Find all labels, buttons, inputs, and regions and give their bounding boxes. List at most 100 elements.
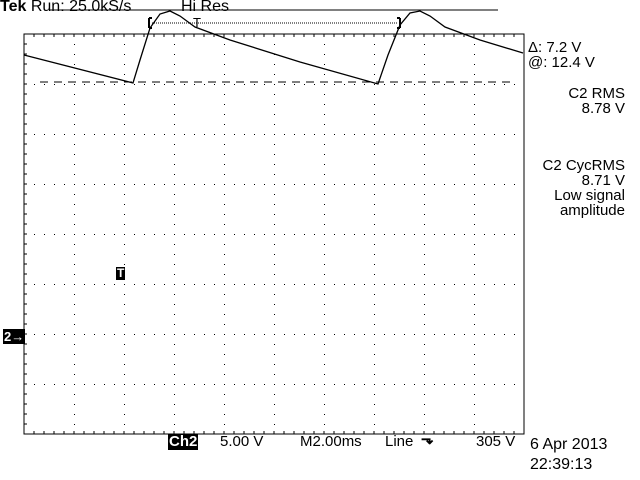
grid-dot xyxy=(224,334,225,335)
grid-dot xyxy=(424,424,425,425)
grid-dot xyxy=(74,344,75,345)
grid-dot xyxy=(144,84,145,85)
grid-dot xyxy=(44,234,45,235)
grid-dot xyxy=(224,414,225,415)
grid-dot xyxy=(274,164,275,165)
grid-dot xyxy=(254,84,255,85)
grid-dot xyxy=(104,234,105,235)
grid-dot xyxy=(274,84,275,85)
grid-dot xyxy=(244,184,245,185)
grid-dot xyxy=(54,234,55,235)
grid-dot xyxy=(354,184,355,185)
grid-dot xyxy=(494,284,495,285)
grid-dot xyxy=(374,244,375,245)
grid-dot xyxy=(474,104,475,105)
grid-dot xyxy=(184,184,185,185)
grid-dot xyxy=(124,264,125,265)
grid-dot xyxy=(184,84,185,85)
grid-dot xyxy=(384,384,385,385)
grid-dot xyxy=(424,314,425,315)
grid-dot xyxy=(274,254,275,255)
grid-dot xyxy=(74,394,75,395)
grid-dot xyxy=(224,134,225,135)
grid-dot xyxy=(384,284,385,285)
grid-dot xyxy=(394,284,395,285)
grid-dot xyxy=(284,334,285,335)
grid-dot xyxy=(224,54,225,55)
grid-dot xyxy=(124,414,125,415)
grid-dot xyxy=(344,184,345,185)
grid-dot xyxy=(384,234,385,235)
grid-dot xyxy=(204,384,205,385)
channel-label[interactable]: Ch2 xyxy=(168,433,199,450)
grid-dot xyxy=(104,184,105,185)
grid-dot xyxy=(224,264,225,265)
grid-dot xyxy=(74,94,75,95)
grid-dot xyxy=(134,84,135,85)
grid-dot xyxy=(94,184,95,185)
grid-dot xyxy=(44,334,45,335)
grid-dot xyxy=(394,334,395,335)
grid-dot xyxy=(134,384,135,385)
grid-dot xyxy=(184,334,185,335)
grid-dot xyxy=(374,154,375,155)
grid-dot xyxy=(444,384,445,385)
grid-dot xyxy=(474,354,475,355)
grid-dot xyxy=(514,184,515,185)
grid-dot xyxy=(134,334,135,335)
grid-dot xyxy=(344,334,345,335)
grid-dot xyxy=(424,144,425,145)
grid-dot xyxy=(274,394,275,395)
grid-dot xyxy=(324,334,325,335)
grid-dot xyxy=(174,144,175,145)
grid-dot xyxy=(224,164,225,165)
grid-dot xyxy=(224,104,225,105)
waveform-ch2 xyxy=(23,10,524,85)
grid-dot xyxy=(74,204,75,205)
grid-dot xyxy=(274,114,275,115)
grid-dot xyxy=(424,64,425,65)
grid-dot xyxy=(224,154,225,155)
grid-dot xyxy=(174,124,175,125)
grid-dot xyxy=(224,234,225,235)
grid-dot xyxy=(374,404,375,405)
grid-dot xyxy=(194,134,195,135)
grid-dot xyxy=(474,124,475,125)
grid-dot xyxy=(324,154,325,155)
grid-dot xyxy=(234,184,235,185)
grid-dot xyxy=(174,194,175,195)
grid-dot xyxy=(174,44,175,45)
grid-dot xyxy=(474,64,475,65)
grid-dot xyxy=(124,344,125,345)
grid-dot xyxy=(194,84,195,85)
grid-dot xyxy=(474,304,475,305)
grid-dot xyxy=(224,214,225,215)
grid-dot xyxy=(224,314,225,315)
grid-dot xyxy=(74,144,75,145)
grid-dot xyxy=(514,284,515,285)
grid-dot xyxy=(94,84,95,85)
grid-dot xyxy=(224,74,225,75)
channel2-ground-marker[interactable]: 2→ xyxy=(3,329,26,344)
trigger-level-marker[interactable]: T xyxy=(116,266,126,280)
grid-dot xyxy=(284,384,285,385)
grid-dot xyxy=(334,334,335,335)
grid-dot xyxy=(174,394,175,395)
grid-dot xyxy=(294,234,295,235)
trigger-position-marker[interactable]: T xyxy=(193,15,201,30)
grid-dot xyxy=(174,114,175,115)
grid-dot xyxy=(214,334,215,335)
grid-dot xyxy=(184,284,185,285)
grid-dot xyxy=(304,184,305,185)
grid-dot xyxy=(474,84,475,85)
grid-dot xyxy=(384,334,385,335)
grid-dot xyxy=(374,134,375,135)
grid-dot xyxy=(224,384,225,385)
grid-dot xyxy=(44,84,45,85)
grid-dot xyxy=(44,284,45,285)
grid-dot xyxy=(204,84,205,85)
grid-dot xyxy=(324,114,325,115)
grid-dot xyxy=(224,94,225,95)
grid-dot xyxy=(104,334,105,335)
grid-dot xyxy=(414,384,415,385)
